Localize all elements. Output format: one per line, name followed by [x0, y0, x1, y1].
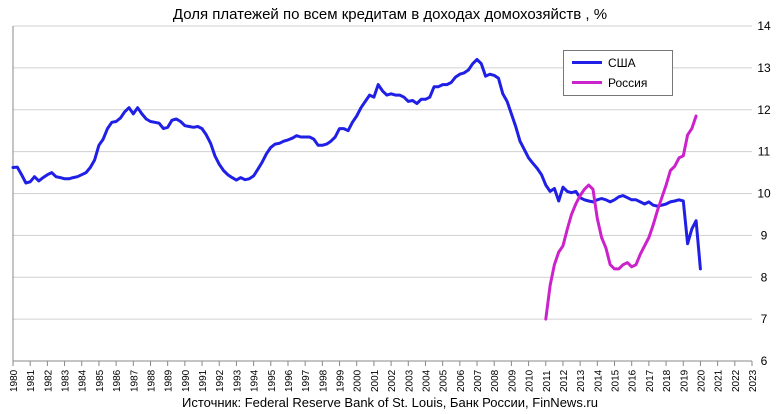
legend-item-usa: США — [564, 54, 674, 72]
y-tick-label: 6 — [761, 354, 768, 368]
y-tick-label: 12 — [757, 103, 771, 117]
x-tick-label: 1982 — [43, 369, 54, 392]
x-tick-label: 2004 — [421, 369, 432, 392]
x-tick-label: 1996 — [284, 369, 295, 392]
x-tick-label: 1998 — [318, 369, 329, 392]
x-tick-label: 1995 — [267, 369, 278, 392]
x-tick-label: 1997 — [301, 369, 312, 392]
x-tick-label: 1980 — [9, 369, 20, 392]
x-tick-label: 1985 — [95, 369, 106, 392]
x-tick-label: 2007 — [473, 369, 484, 392]
x-tick-label: 2023 — [748, 369, 759, 392]
x-tick-label: 2022 — [731, 369, 742, 392]
x-tick-label: 2001 — [370, 369, 381, 392]
y-tick-label: 11 — [758, 145, 771, 159]
y-tick-label: 14 — [757, 19, 771, 33]
x-tick-label: 2017 — [645, 369, 656, 392]
y-tick-label: 9 — [761, 228, 768, 242]
x-tick-label: 2008 — [490, 369, 501, 392]
source-note: Источник: Federal Reserve Bank of St. Lo… — [182, 395, 598, 410]
series-line-usa — [11, 58, 702, 271]
x-tick-label: 2016 — [628, 369, 639, 392]
x-tick-label: 1994 — [250, 369, 261, 392]
x-tick-label: 2005 — [439, 369, 450, 392]
legend-swatch-russia — [572, 81, 602, 84]
x-tick-label: 1983 — [61, 369, 72, 392]
legend-swatch-usa — [572, 61, 602, 64]
x-tick-label: 1991 — [198, 369, 209, 392]
x-tick-label: 1984 — [78, 369, 89, 392]
x-tick-label: 2011 — [542, 370, 553, 392]
x-tick-label: 2010 — [525, 369, 536, 392]
y-tick-label: 10 — [757, 187, 771, 201]
series-line-russia — [544, 114, 698, 321]
y-tick-label: 7 — [761, 312, 768, 326]
y-tick-label: 8 — [761, 270, 768, 284]
x-tick-label: 2014 — [593, 369, 604, 392]
x-tick-label: 1986 — [112, 369, 123, 392]
x-tick-label: 2013 — [576, 369, 587, 392]
x-tick-label: 1990 — [181, 369, 192, 392]
x-tick-label: 2019 — [679, 369, 690, 392]
x-tick-label: 2009 — [507, 369, 518, 392]
x-tick-label: 2012 — [559, 369, 570, 392]
x-tick-label: 2003 — [404, 369, 415, 392]
x-tick-label: 2006 — [456, 369, 467, 392]
x-tick-label: 2020 — [696, 369, 707, 392]
x-tick-label: 1987 — [129, 369, 140, 392]
legend-label-russia: Россия — [608, 76, 648, 90]
x-tick-label: 2021 — [714, 369, 725, 392]
x-tick-label: 1981 — [26, 369, 37, 392]
legend: США Россия — [563, 50, 673, 96]
x-tick-label: 2002 — [387, 369, 398, 392]
legend-label-usa: США — [608, 56, 636, 70]
x-tick-label: 1993 — [232, 369, 243, 392]
y-tick-label: 13 — [757, 61, 771, 75]
chart-title: Доля платежей по всем кредитам в доходах… — [172, 6, 608, 23]
x-tick-label: 2015 — [611, 369, 622, 392]
plot-area: 6 7 8 9 10 11 12 13 14 1980 1981 1982 1983 1984 1985 19… — [9, 19, 771, 392]
x-tick-label: 1992 — [215, 369, 226, 392]
x-tick-label: 1989 — [164, 369, 175, 392]
x-tick-label: 1999 — [336, 369, 347, 392]
x-tick-label: 2018 — [662, 369, 673, 392]
x-tick-label: 1988 — [146, 369, 157, 392]
legend-item-russia: Россия — [564, 74, 674, 92]
x-tick-label: 2000 — [353, 369, 364, 392]
